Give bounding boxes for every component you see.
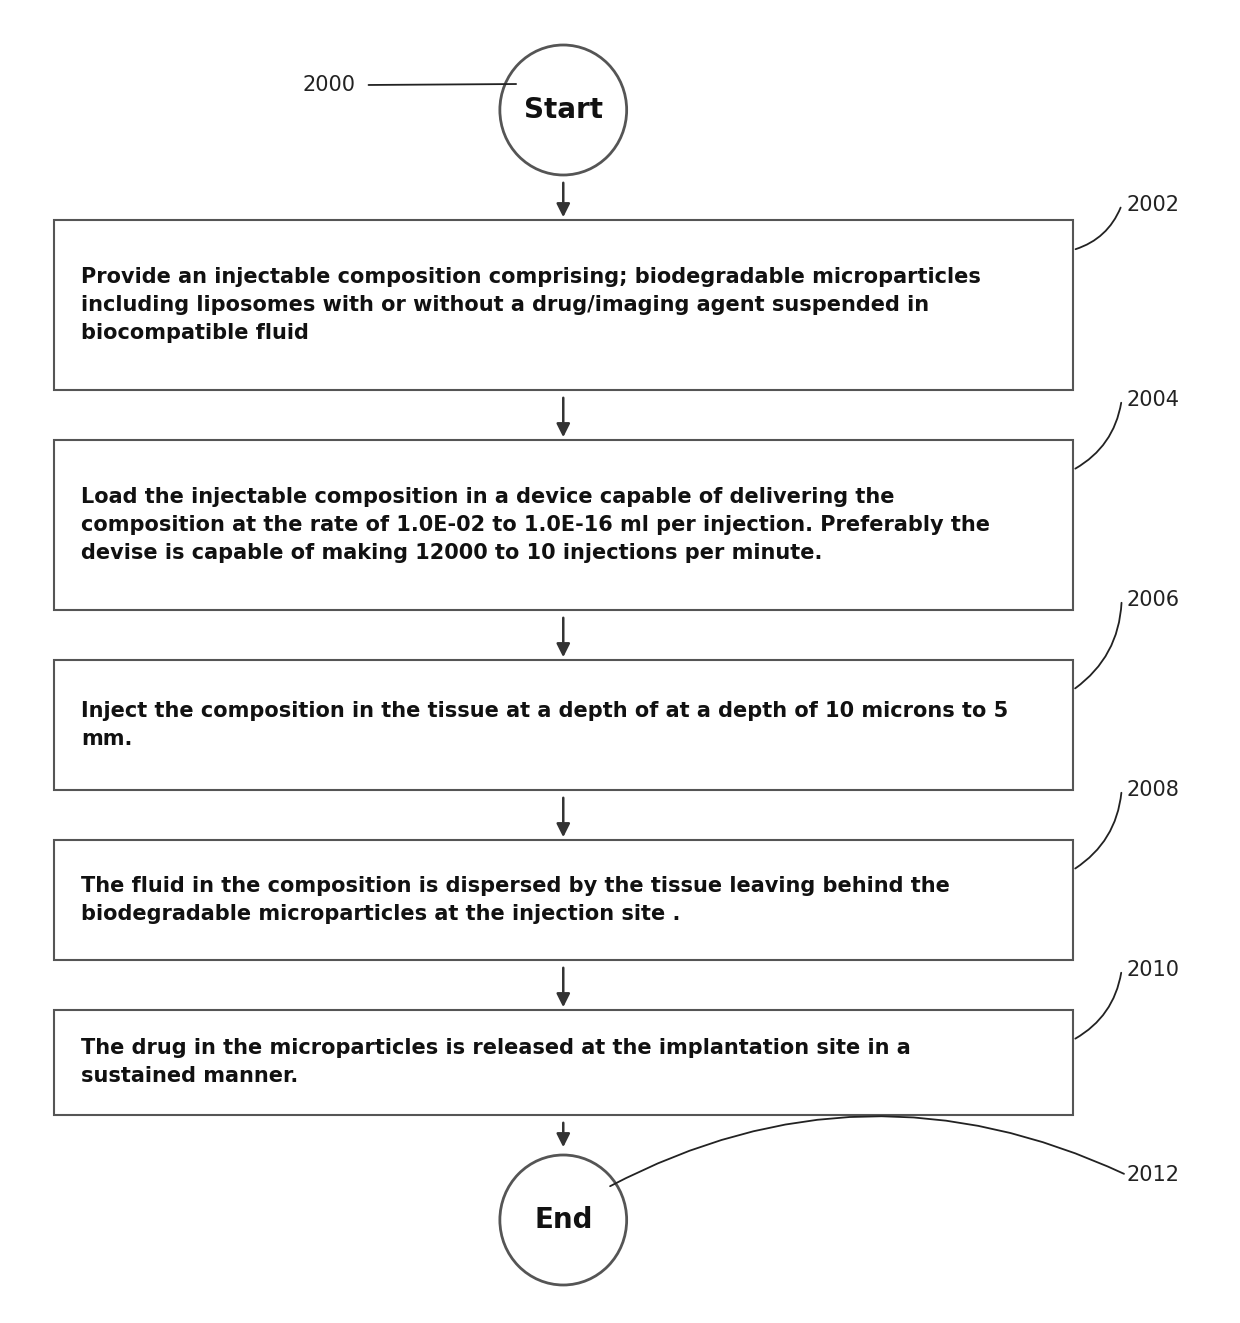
FancyBboxPatch shape [53, 220, 1073, 390]
Text: The drug in the microparticles is released at the implantation site in a
sustain: The drug in the microparticles is releas… [81, 1039, 910, 1086]
Text: Start: Start [523, 97, 603, 124]
Text: Load the injectable composition in a device capable of delivering the
compositio: Load the injectable composition in a dev… [81, 487, 990, 564]
Text: 2008: 2008 [1126, 781, 1179, 800]
FancyBboxPatch shape [53, 840, 1073, 960]
Text: End: End [534, 1207, 593, 1234]
Circle shape [500, 1155, 626, 1285]
Text: Provide an injectable composition comprising; biodegradable microparticles
inclu: Provide an injectable composition compri… [81, 267, 981, 343]
Text: 2004: 2004 [1126, 390, 1179, 410]
Text: 2012: 2012 [1126, 1166, 1179, 1185]
FancyBboxPatch shape [53, 660, 1073, 790]
Text: Inject the composition in the tissue at a depth of at a depth of 10 microns to 5: Inject the composition in the tissue at … [81, 701, 1008, 749]
Text: 2010: 2010 [1126, 960, 1179, 980]
FancyBboxPatch shape [53, 441, 1073, 610]
Text: The fluid in the composition is dispersed by the tissue leaving behind the
biode: The fluid in the composition is disperse… [81, 876, 950, 923]
Text: 2000: 2000 [303, 75, 356, 95]
Text: 2002: 2002 [1126, 194, 1179, 216]
FancyBboxPatch shape [53, 1009, 1073, 1115]
Text: 2006: 2006 [1126, 590, 1179, 610]
Circle shape [500, 45, 626, 175]
